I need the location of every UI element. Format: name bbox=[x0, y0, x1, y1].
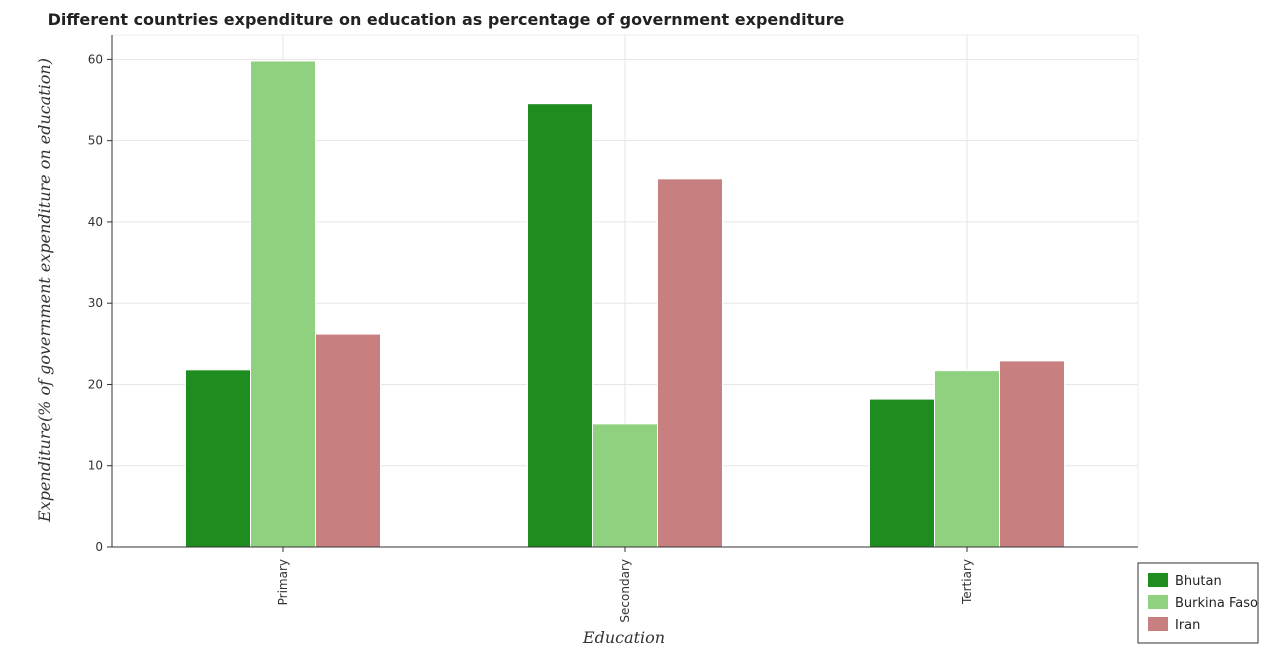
bar-bhutan-secondary bbox=[527, 103, 593, 548]
legend: Bhutan Burkina Faso Iran bbox=[1137, 562, 1259, 644]
legend-label: Burkina Faso bbox=[1175, 596, 1258, 611]
bar-burkina-faso-secondary bbox=[592, 423, 658, 548]
bar-bhutan-primary bbox=[185, 369, 251, 548]
legend-label: Bhutan bbox=[1175, 574, 1222, 589]
bar-burkina-faso-primary bbox=[250, 60, 316, 548]
bar-bhutan-tertiary bbox=[869, 398, 935, 548]
chart-title: Different countries expenditure on educa… bbox=[48, 10, 845, 29]
legend-swatch bbox=[1148, 573, 1168, 587]
x-axis-title: Education bbox=[582, 628, 665, 647]
x-tick-label: Tertiary bbox=[960, 559, 974, 605]
y-tick-label: 40 bbox=[88, 215, 103, 229]
legend-label: Iran bbox=[1175, 618, 1200, 633]
bar-iran-tertiary bbox=[999, 360, 1065, 548]
y-tick-label: 20 bbox=[88, 377, 103, 391]
legend-swatch bbox=[1148, 595, 1168, 609]
y-tick-label: 0 bbox=[95, 540, 103, 554]
bar-burkina-faso-tertiary bbox=[934, 370, 1000, 548]
axes: 0 10 20 30 40 50 60 Primary Secondary Tertiary bbox=[88, 35, 1138, 623]
bar-iran-primary bbox=[315, 333, 381, 548]
y-axis-title: Expenditure(% of government expenditure … bbox=[35, 58, 54, 523]
y-tick-label: 30 bbox=[88, 296, 103, 310]
x-tick-label: Primary bbox=[276, 559, 290, 605]
y-tick-label: 50 bbox=[88, 134, 103, 148]
y-tick-label: 60 bbox=[88, 52, 103, 66]
x-tick-label: Secondary bbox=[618, 559, 632, 623]
bar-iran-secondary bbox=[657, 178, 723, 548]
y-tick-label: 10 bbox=[88, 459, 103, 473]
legend-swatch bbox=[1148, 617, 1168, 631]
